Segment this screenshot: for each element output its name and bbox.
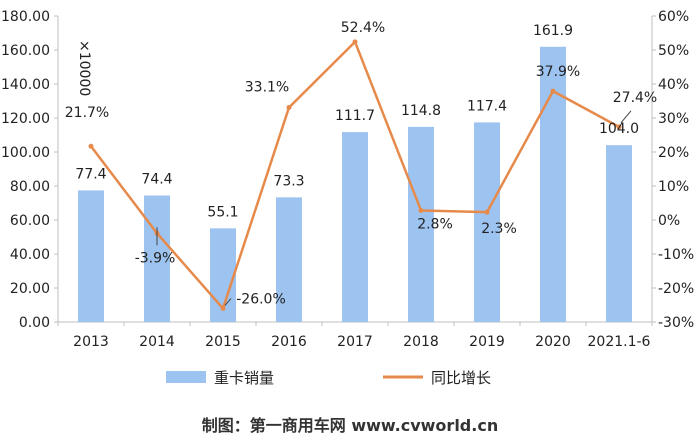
x-axis-tick-label: 2013: [73, 334, 109, 350]
left-axis-unit-label: ×10000: [76, 40, 92, 96]
x-axis-tick-label: 2015: [205, 334, 241, 350]
growth-point: [550, 88, 556, 94]
right-axis-tick-label: 10%: [658, 179, 689, 195]
left-axis-tick-label: 120.00: [1, 111, 50, 127]
bar-value-label: 73.3: [273, 173, 304, 189]
bar: [342, 132, 368, 322]
left-axis-tick-label: 80.00: [10, 179, 50, 195]
growth-value-label: 33.1%: [245, 79, 289, 95]
growth-value-label: 21.7%: [65, 105, 109, 121]
right-axis-tick-label: -30%: [658, 315, 694, 331]
growth-point: [88, 143, 94, 149]
growth-value-label: 37.9%: [536, 64, 580, 80]
bar: [540, 46, 566, 323]
growth-point: [220, 305, 226, 311]
right-axis-tick-label: -20%: [658, 281, 694, 297]
bar: [276, 197, 302, 322]
growth-value-label: -26.0%: [236, 291, 286, 307]
right-axis-tick-label: 30%: [658, 111, 689, 127]
bar-value-label: 161.9: [533, 23, 573, 39]
bar: [408, 126, 434, 322]
bar-value-label: 74.4: [141, 172, 172, 188]
left-axis-tick-label: 140.00: [1, 77, 50, 93]
bar-value-label: 55.1: [207, 204, 238, 220]
x-axis-tick-label: 2019: [469, 334, 505, 350]
bar-value-label: 104.0: [599, 121, 639, 137]
left-axis-tick-label: 20.00: [10, 281, 50, 297]
leader-line: [620, 110, 632, 124]
left-axis-tick-label: 60.00: [10, 213, 50, 229]
credit-line: 制图：第一商用车网 www.cvworld.cn: [201, 416, 499, 435]
right-axis-tick-label: 60%: [658, 9, 689, 25]
left-axis-tick-label: 40.00: [10, 247, 50, 263]
right-axis-tick-label: 40%: [658, 77, 689, 93]
growth-point: [616, 124, 622, 130]
legend-line-label: 同比增长: [431, 369, 491, 387]
bar: [144, 195, 170, 322]
bar: [78, 190, 104, 322]
legend-bar-swatch: [166, 371, 206, 383]
right-axis-tick-label: 50%: [658, 43, 689, 59]
right-axis-tick-label: 20%: [658, 145, 689, 161]
bar-value-label: 77.4: [75, 166, 106, 182]
growth-value-label: 27.4%: [613, 90, 657, 106]
combo-chart: 0.00 20.00 40.00 60.00 80.00 100.00 120.00 140.…: [1, 9, 694, 387]
left-axis-tick-label: 0.00: [19, 315, 50, 331]
growth-point: [352, 39, 358, 45]
growth-value-label: 2.3%: [481, 221, 517, 237]
x-axis-tick-label: 2020: [535, 334, 571, 350]
left-axis-tick-label: 160.00: [1, 43, 50, 59]
x-axis-tick-label: 2017: [337, 334, 373, 350]
bar-value-label: 117.4: [467, 98, 507, 114]
left-axis-tick-label: 100.00: [1, 145, 50, 161]
left-axis-tick-label: 180.00: [1, 9, 50, 25]
growth-value-label: -3.9%: [135, 250, 176, 266]
x-axis-tick-label: 2014: [139, 334, 175, 350]
x-axis-tick-label: 2018: [403, 334, 439, 350]
x-axis-tick-label: 2021.1-6: [588, 334, 651, 350]
growth-point: [418, 207, 424, 213]
x-axis-tick-label: 2016: [271, 334, 307, 350]
growth-point: [484, 209, 490, 215]
growth-point: [286, 104, 292, 110]
right-axis-tick-label: -10%: [658, 247, 694, 263]
bar-value-label: 111.7: [335, 108, 375, 124]
bar-value-label: 114.8: [401, 103, 441, 119]
legend-bar-label: 重卡销量: [214, 369, 274, 387]
bar: [606, 145, 632, 322]
right-axis-tick-label: 0%: [658, 213, 680, 229]
growth-value-label: 52.4%: [341, 20, 385, 36]
leader-line: [224, 298, 232, 306]
growth-value-label: 2.8%: [417, 216, 453, 232]
bar: [474, 122, 500, 322]
